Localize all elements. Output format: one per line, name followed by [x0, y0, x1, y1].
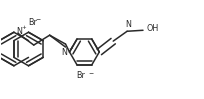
Text: −: −: [35, 16, 41, 21]
Text: Br: Br: [76, 71, 84, 80]
Text: OH: OH: [146, 24, 159, 33]
Text: +: +: [22, 25, 27, 30]
Text: N: N: [61, 48, 67, 57]
Text: N: N: [16, 27, 22, 36]
Text: −: −: [88, 70, 93, 75]
Text: Br: Br: [28, 18, 37, 27]
Text: N: N: [125, 20, 130, 29]
Text: +: +: [68, 46, 72, 50]
